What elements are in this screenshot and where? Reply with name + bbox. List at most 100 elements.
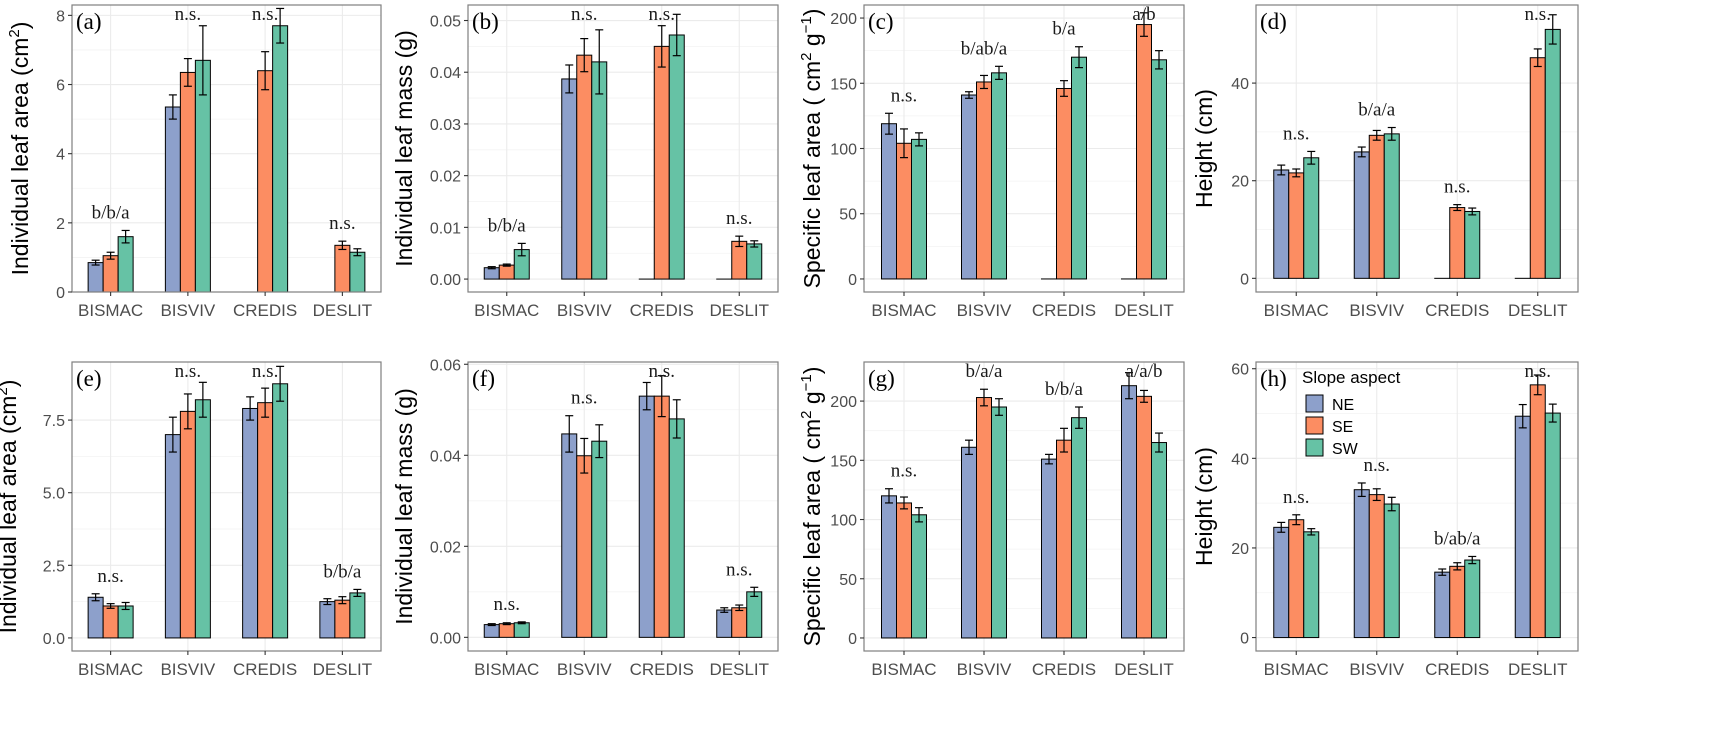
bar-sw-bisviv xyxy=(1383,133,1400,279)
panel-tag: (c) xyxy=(868,9,894,34)
y-tick-label: 0.0 xyxy=(43,631,65,648)
bar-ne-deslit xyxy=(1121,385,1137,639)
x-tick-label: BISVIV xyxy=(160,301,215,320)
panel-b: b/b/a n.s. n.s. n.s. 0.00 0.01 0.02 0.03 0.04 0.0… xyxy=(391,4,779,320)
significance-label: n.s. xyxy=(1283,487,1309,508)
x-tick-label: CREDIS xyxy=(233,301,297,320)
y-tick-label: 2 xyxy=(56,216,65,233)
bar-ne-deslit xyxy=(1514,415,1531,639)
error-bar xyxy=(1140,12,1148,37)
error-bar xyxy=(595,29,604,95)
bar-se-bismac xyxy=(102,605,119,639)
bar-sw-deslit xyxy=(1151,442,1167,639)
error-bar xyxy=(750,240,759,248)
x-tick-label: DESLIT xyxy=(313,660,373,679)
error-bar xyxy=(91,259,100,266)
significance-label: n.s. xyxy=(891,461,917,482)
error-bar xyxy=(720,607,729,613)
panel-tag: (g) xyxy=(868,366,895,391)
panel-e: n.s. n.s. n.s. b/b/a 0.0 2.5 5.0 7.5 BISMAC BISVI… xyxy=(0,361,382,679)
y-axis-title: Specific leaf area ( cm2 g−1) xyxy=(798,367,825,647)
error-bar xyxy=(1518,403,1527,429)
panel-f: n.s. n.s. n.s. n.s. 0.00 0.02 0.04 0.06 BISMAC BI… xyxy=(391,357,779,679)
y-axis-title-text: Individual leaf area (cm xyxy=(0,396,21,634)
significance-label: b/a/a xyxy=(966,361,1003,382)
bar-sw-deslit xyxy=(746,591,763,638)
error-bar xyxy=(1438,568,1447,576)
bar-sw-credis xyxy=(668,34,685,280)
y-tick-label: 0.06 xyxy=(430,357,461,374)
y-axis-title: Height (cm) xyxy=(1191,447,1217,566)
significance-label: n.s. xyxy=(252,4,278,25)
legend-label: SW xyxy=(1332,441,1359,458)
error-bar xyxy=(106,603,115,609)
error-bar xyxy=(900,128,908,159)
x-tick-label: CREDIS xyxy=(1032,301,1096,320)
legend-label: SE xyxy=(1332,419,1353,436)
x-tick-label: BISVIV xyxy=(1349,660,1404,679)
bar-ne-bisviv xyxy=(164,434,181,639)
x-tick-label: BISMAC xyxy=(474,660,539,679)
y-axis-title: Height (cm) xyxy=(1191,89,1217,208)
error-bar xyxy=(198,381,207,418)
legend-swatch-sw xyxy=(1305,438,1324,457)
bar-se-deslit xyxy=(334,599,351,639)
error-bar xyxy=(261,51,270,91)
panel-border xyxy=(863,361,1185,652)
error-bar xyxy=(642,381,651,411)
significance-label: n.s. xyxy=(252,361,278,382)
bar-ne-credis xyxy=(1434,571,1451,639)
bar-sw-bismac xyxy=(911,514,927,639)
bar-sw-deslit xyxy=(349,592,366,639)
x-tick-label: BISVIV xyxy=(557,660,612,679)
bar-se-deslit xyxy=(334,244,351,293)
significance-label: b/ab/a xyxy=(961,38,1008,59)
error-bar xyxy=(580,38,589,73)
bar-ne-bismac xyxy=(881,495,897,639)
bar-sw-deslit xyxy=(349,251,366,293)
error-bar xyxy=(183,393,192,430)
bar-sw-deslit xyxy=(1544,412,1561,639)
error-bar xyxy=(1533,48,1542,68)
bar-sw-bismac xyxy=(911,138,927,280)
y-tick-label: 0.01 xyxy=(430,220,461,237)
error-bar xyxy=(517,242,526,257)
x-tick-label: CREDIS xyxy=(1425,301,1489,320)
error-bar xyxy=(995,398,1003,416)
significance-label: n.s. xyxy=(175,4,201,25)
y-tick-label: 100 xyxy=(830,142,857,159)
error-bar xyxy=(198,25,207,96)
error-bar xyxy=(672,399,681,439)
x-tick-label: CREDIS xyxy=(1425,660,1489,679)
legend-label: NE xyxy=(1332,397,1354,414)
x-tick-label: DESLIT xyxy=(709,301,769,320)
significance-label: n.s. xyxy=(329,213,355,234)
error-bar xyxy=(338,596,347,605)
error-bar xyxy=(1357,146,1366,158)
bar-se-bismac xyxy=(896,502,912,639)
panel-d: n.s. b/a/a n.s. n.s. 0 20 40 BISMAC BISVIV CREDIS… xyxy=(1191,4,1579,320)
y-axis-title: Individual leaf area (cm2) xyxy=(6,22,33,276)
y-axis-title-sup: 2 xyxy=(6,29,23,37)
error-bar xyxy=(168,94,177,120)
bar-se-bisviv xyxy=(1368,134,1385,279)
error-bar xyxy=(338,240,347,251)
error-bar xyxy=(353,588,362,597)
y-axis-title-sup2: −1 xyxy=(798,374,815,391)
y-tick-label: 5.0 xyxy=(43,486,65,503)
x-tick-label: DESLIT xyxy=(1508,660,1568,679)
significance-label: b/ab/a xyxy=(1434,528,1481,549)
error-bar xyxy=(1125,372,1133,400)
significance-label: n.s. xyxy=(1364,455,1390,476)
significance-label: n.s. xyxy=(175,361,201,382)
y-axis-title-end: ) xyxy=(0,380,21,388)
bar-se-credis xyxy=(653,45,670,280)
panel-border xyxy=(467,361,779,652)
y-tick-label: 0 xyxy=(848,272,857,289)
y-axis-title-end: ) xyxy=(7,22,33,30)
plot-area xyxy=(468,5,778,292)
y-tick-label: 50 xyxy=(839,572,857,589)
bar-sw-bismac xyxy=(117,605,134,639)
significance-label: n.s. xyxy=(726,559,752,580)
bar-se-bisviv xyxy=(179,71,196,293)
